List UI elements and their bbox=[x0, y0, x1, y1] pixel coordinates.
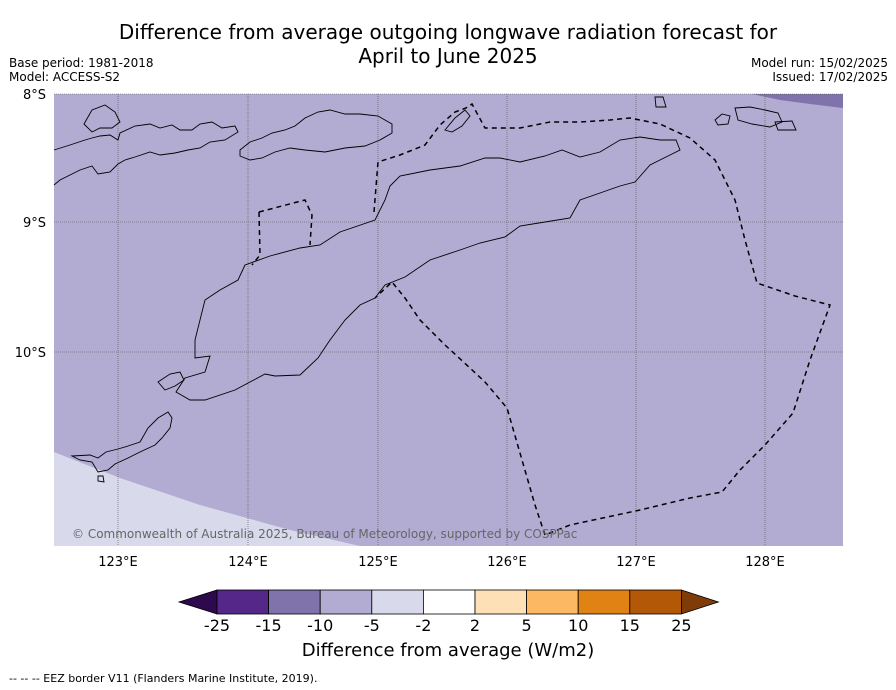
lon-label: 124°E bbox=[228, 555, 268, 570]
dark-anomaly-region bbox=[752, 94, 843, 108]
colorbar-tick-label: 10 bbox=[568, 616, 588, 635]
model-name-text: Model: ACCESS-S2 bbox=[9, 70, 121, 84]
lon-label: 126°E bbox=[487, 555, 527, 570]
run-info: Model run: 15/02/2025 Issued: 17/02/2025 bbox=[751, 56, 888, 84]
lon-label: 127°E bbox=[616, 555, 656, 570]
colorbar-segment bbox=[526, 589, 579, 615]
colorbar-segment bbox=[319, 589, 373, 615]
colorbar-tick-label: 2 bbox=[470, 616, 480, 635]
lat-label: 8°S bbox=[23, 88, 46, 103]
colorbar-title: Difference from average (W/m2) bbox=[301, 640, 595, 661]
issued-text: Issued: 17/02/2025 bbox=[772, 70, 888, 84]
timor-coastline bbox=[175, 136, 681, 401]
colorbar-segment bbox=[216, 589, 269, 615]
colorbar: -25 -15 -10 -5 -2 2 5 10 15 25 bbox=[177, 589, 720, 635]
colorbar-tick-label: 25 bbox=[671, 616, 691, 635]
base-period-text: Base period: 1981-2018 bbox=[9, 56, 154, 70]
savu-coastline bbox=[157, 371, 185, 391]
flores-coastline bbox=[53, 121, 239, 186]
small-island-2 bbox=[714, 113, 731, 126]
colorbar-tick-label: -10 bbox=[307, 616, 333, 635]
lat-label: 9°S bbox=[23, 216, 46, 231]
model-info: Base period: 1981-2018 Model: ACCESS-S2 bbox=[9, 56, 154, 84]
lon-label: 123°E bbox=[98, 555, 138, 570]
coastlines bbox=[53, 96, 797, 483]
chart-title: Difference from average outgoing longwav… bbox=[0, 20, 896, 68]
alor-coastline bbox=[239, 109, 393, 161]
atauro-coastline bbox=[444, 109, 471, 133]
colorbar-tick-label: -25 bbox=[204, 616, 230, 635]
colorbar-tick-label: -5 bbox=[364, 616, 380, 635]
colorbar-segment bbox=[577, 589, 631, 615]
map-area bbox=[54, 94, 843, 546]
colorbar-segment bbox=[629, 589, 682, 615]
colorbar-tick-label: -2 bbox=[415, 616, 431, 635]
eez-border bbox=[251, 102, 831, 536]
colorbar-tick-label: 15 bbox=[620, 616, 640, 635]
rote-coastline bbox=[70, 411, 173, 473]
colorbar-extension-high bbox=[681, 589, 720, 615]
title-line-2: April to June 2025 bbox=[358, 44, 538, 68]
eez-legend-text: -- -- -- EEZ border V11 (Flanders Marine… bbox=[9, 672, 318, 685]
colorbar-tick-label: -15 bbox=[256, 616, 282, 635]
lon-label: 125°E bbox=[358, 555, 398, 570]
light-anomaly-region bbox=[54, 452, 360, 546]
wetar-coastline bbox=[83, 104, 121, 133]
title-line-1: Difference from average outgoing longwav… bbox=[118, 20, 778, 44]
colorbar-tick-label: 5 bbox=[522, 616, 532, 635]
colorbar-segment bbox=[474, 589, 527, 615]
colorbar-segment bbox=[268, 589, 321, 615]
model-run-text: Model run: 15/02/2025 bbox=[750, 56, 888, 70]
colorbar-segment bbox=[422, 589, 476, 615]
small-island-4 bbox=[774, 120, 797, 131]
lat-label: 10°S bbox=[15, 346, 46, 361]
small-island-1 bbox=[654, 96, 667, 108]
colorbar-extension-low bbox=[177, 589, 218, 615]
colorbar-segment bbox=[371, 589, 424, 615]
gridlines bbox=[54, 93, 843, 546]
lon-label: 128°E bbox=[745, 555, 785, 570]
copyright-text: © Commonwealth of Australia 2025, Bureau… bbox=[72, 527, 577, 541]
small-island-5 bbox=[97, 475, 105, 483]
